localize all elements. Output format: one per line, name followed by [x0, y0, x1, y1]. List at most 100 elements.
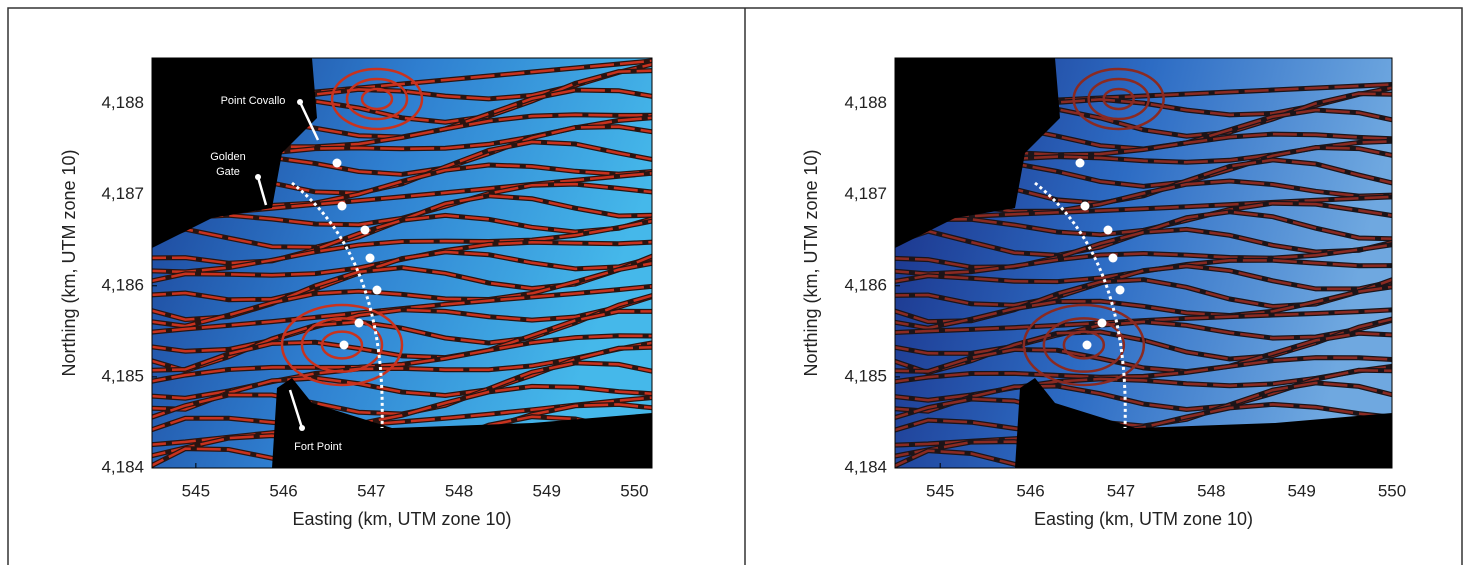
streamline — [895, 332, 1392, 373]
streamline — [895, 132, 1392, 158]
station — [354, 318, 364, 328]
streamline — [152, 334, 652, 383]
y-tick-label: 4,185 — [844, 366, 887, 385]
streamline — [152, 214, 652, 265]
y-tick-label: 4,184 — [101, 457, 144, 476]
x-tick-label: 545 — [182, 481, 210, 500]
axes-frame — [894, 57, 1393, 469]
streamline — [895, 403, 1392, 436]
x-axis-label: Easting (km, UTM zone 10) — [292, 509, 511, 529]
annotation-dot — [299, 425, 305, 431]
eddy — [330, 67, 424, 131]
eddy — [345, 77, 409, 121]
y-tick-label: 4,187 — [844, 184, 887, 203]
streamline — [895, 228, 1392, 269]
y-tick-label: 4,184 — [844, 457, 887, 476]
station — [1082, 340, 1092, 350]
annotation-dot — [255, 174, 261, 180]
y-tick-label: 4,188 — [844, 93, 887, 112]
station — [339, 340, 349, 350]
map-panel — [885, 58, 1402, 508]
station — [1108, 253, 1118, 263]
x-tick-label: 548 — [1197, 481, 1225, 500]
streamline-edge — [885, 483, 1402, 508]
y-tick-label: 4,185 — [101, 366, 144, 385]
annotation: Fort Point — [294, 441, 342, 453]
land-north — [152, 58, 317, 248]
station — [1075, 158, 1085, 168]
annotation-dot — [297, 99, 303, 105]
x-axis-label: Easting (km, UTM zone 10) — [1034, 509, 1253, 529]
streamline — [895, 243, 1392, 276]
streamline — [885, 473, 1402, 497]
eddy — [1022, 303, 1146, 387]
station — [1103, 225, 1113, 235]
station — [360, 225, 370, 235]
streamline — [152, 163, 652, 207]
streamline — [895, 195, 1392, 222]
station — [1097, 318, 1107, 328]
annotation-arrow — [298, 101, 320, 141]
streamline — [152, 250, 652, 302]
station — [337, 201, 347, 211]
streamline — [152, 219, 652, 274]
y-tick-label: 4,187 — [101, 184, 144, 203]
eddy — [320, 330, 364, 360]
transect — [1034, 181, 1127, 429]
annotation-arrow — [288, 389, 304, 429]
streamline — [895, 92, 1392, 139]
x-tick-label: 548 — [445, 481, 473, 500]
y-tick-label: 4,186 — [844, 275, 887, 294]
streamline — [152, 59, 652, 109]
frame — [7, 7, 1463, 565]
x-tick-label: 547 — [357, 481, 385, 500]
streamline — [152, 113, 652, 157]
axes-frame — [151, 57, 653, 469]
x-tick-label: 545 — [926, 481, 954, 500]
streamline-edge — [885, 473, 1402, 497]
streamline — [152, 262, 652, 328]
streamline — [152, 172, 652, 221]
streamline-edge — [494, 460, 652, 468]
streamline — [895, 356, 1392, 383]
eddy — [300, 317, 384, 373]
streamline — [895, 369, 1392, 413]
eddy — [1102, 87, 1135, 111]
streamline — [895, 433, 1392, 468]
station — [332, 158, 342, 168]
annotation: Point Covallo — [221, 95, 286, 107]
station — [372, 285, 382, 295]
streamline — [895, 318, 1392, 355]
land-south — [272, 378, 652, 468]
x-tick-label: 550 — [620, 481, 648, 500]
annotation-arrow — [256, 176, 268, 206]
streamline — [152, 194, 652, 249]
y-tick-label: 4,188 — [101, 93, 144, 112]
streamline — [895, 381, 1392, 428]
y-axis-label: Northing (km, UTM zone 10) — [59, 149, 79, 376]
eddy — [1087, 77, 1150, 121]
annotation: Gate — [216, 166, 240, 178]
streamline — [895, 83, 1392, 109]
station — [1080, 201, 1090, 211]
station — [1115, 285, 1125, 295]
y-tick-label: 4,186 — [101, 275, 144, 294]
streamline — [895, 179, 1392, 213]
y-axis-label: Northing (km, UTM zone 10) — [801, 149, 821, 376]
streamline — [895, 264, 1392, 307]
land-north — [895, 58, 1060, 248]
streamline — [885, 483, 1402, 508]
streamline — [895, 285, 1392, 330]
x-tick-label: 549 — [1287, 481, 1315, 500]
streamline — [152, 361, 652, 419]
x-tick-label: 546 — [269, 481, 297, 500]
x-tick-label: 546 — [1016, 481, 1044, 500]
station — [365, 253, 375, 263]
eddy — [360, 87, 394, 111]
map-panel — [152, 58, 652, 468]
streamline — [502, 461, 652, 468]
eddy — [280, 303, 404, 387]
streamline — [895, 317, 1392, 374]
transect — [291, 181, 384, 429]
streamline — [152, 415, 652, 468]
